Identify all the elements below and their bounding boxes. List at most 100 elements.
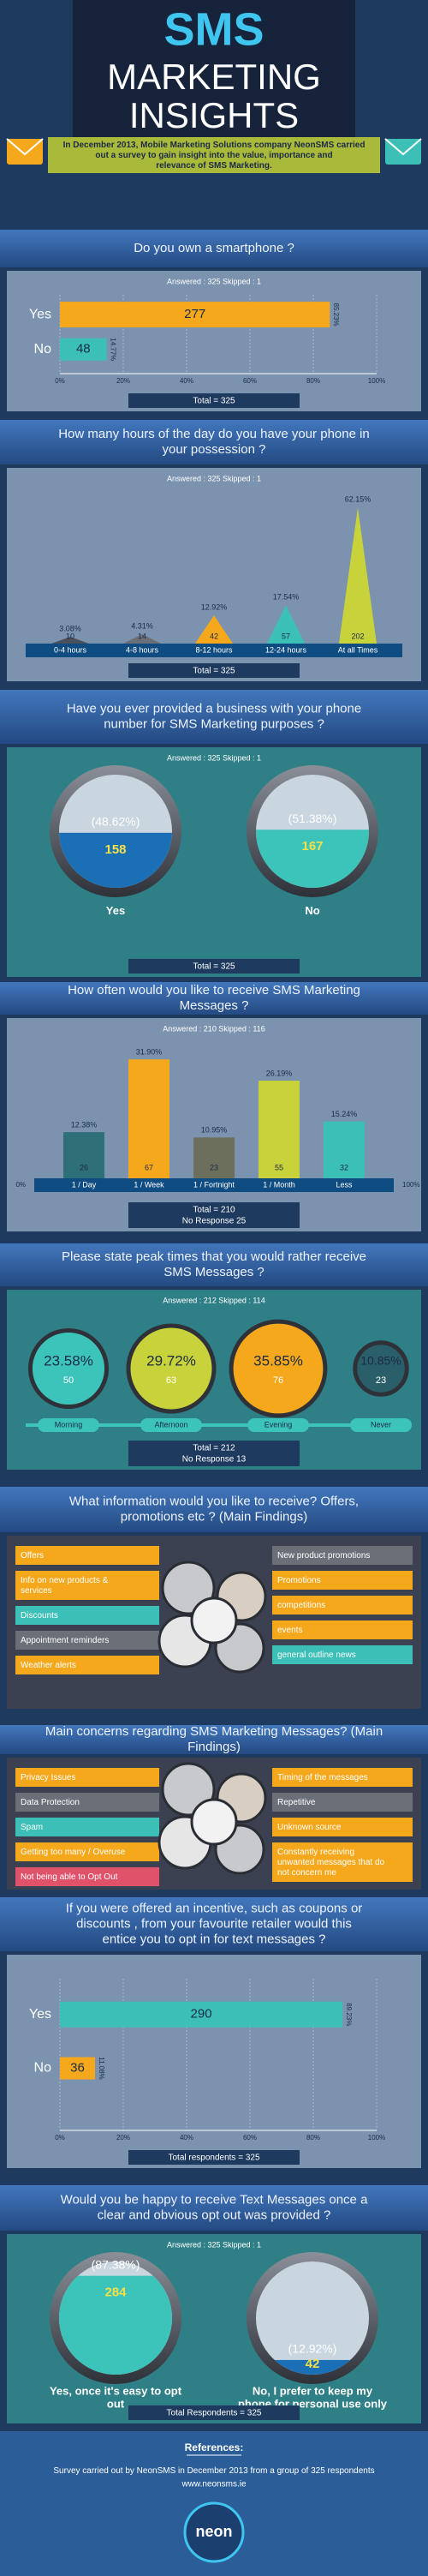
logo-circle (183, 2501, 245, 2563)
stats-label: Answered : 325 Skipped : 1 (167, 2240, 261, 2249)
category-label: 0-4 hours (54, 645, 87, 654)
total-strip (128, 959, 300, 973)
category-pill (350, 1418, 412, 1432)
section-title: Do you own a smartphone ? (134, 241, 294, 255)
section-title: Would you be happy to receive Text Messa… (61, 2192, 368, 2222)
item-label: Weather alerts (21, 1661, 76, 1670)
total-strip (128, 2150, 300, 2165)
percent-label: (51.38%) (288, 812, 337, 825)
gauge-fill (59, 2275, 172, 2375)
value-label: 202 (351, 632, 364, 640)
value-label: 10 (66, 632, 74, 640)
value-label: 50 (63, 1375, 74, 1386)
intro-text: In December 2013, Mobile Marketing Solut… (63, 141, 366, 171)
percent-label: 12.92% (201, 602, 228, 611)
item-label: Unknown source (277, 1823, 342, 1832)
percent-label: 35.85% (253, 1352, 303, 1369)
category-label: At all Times (338, 645, 378, 654)
item-box (15, 1656, 159, 1674)
x-tick-label: 40% (180, 377, 193, 385)
item-label: Promotions (277, 1576, 321, 1585)
cone (195, 615, 233, 644)
bar (60, 2001, 343, 2028)
item-label: Appointment reminders (21, 1636, 109, 1645)
item-box (272, 1793, 413, 1812)
title-bar (0, 690, 428, 744)
title-line: INSIGHTS (129, 95, 299, 135)
percent-label: (12.92%) (288, 2342, 337, 2356)
value-label: 167 (301, 839, 323, 854)
category-label: 8-12 hours (195, 645, 233, 654)
value-label: 42 (306, 2357, 320, 2371)
category-pill (247, 1418, 309, 1432)
bar (63, 1132, 104, 1178)
category-label: No (34, 342, 52, 356)
value-label: 290 (191, 2007, 212, 2022)
item-box (15, 1768, 159, 1787)
section-title: If you were offered an incentive, such a… (66, 1901, 363, 1946)
title-bar (0, 1243, 428, 1286)
item-box (272, 1768, 413, 1787)
x-tick-label: 80% (306, 2134, 320, 2142)
category-label: No (305, 904, 319, 917)
item-label: Constantly receiving unwanted messages th… (277, 1848, 385, 1878)
total-strip (128, 2405, 300, 2420)
section-title: What information would you like to recei… (69, 1494, 359, 1524)
x-tick-label: 60% (243, 377, 257, 385)
value-label: 36 (70, 2060, 85, 2075)
value-label: 23 (210, 1163, 218, 1171)
decor-circle (190, 1798, 238, 1846)
item-box (15, 1867, 159, 1886)
cone (123, 634, 161, 644)
references-heading: References: (185, 2441, 244, 2453)
stats-label: Answered : 210 Skipped : 116 (163, 1024, 265, 1033)
cone (339, 507, 377, 644)
category-label: Less (336, 1180, 353, 1189)
item-box (15, 1606, 159, 1625)
section-title: Please state peak times that you would r… (62, 1249, 366, 1279)
bar (259, 1081, 300, 1178)
total-strip (128, 663, 300, 678)
x-tick-label: 80% (306, 377, 320, 385)
percent-label: 29.72% (146, 1352, 196, 1369)
value-label: 26 (80, 1163, 88, 1171)
value-label: 14 (138, 632, 146, 640)
title-bar (0, 1897, 428, 1951)
x-tick-label: 60% (243, 2134, 257, 2142)
section-title: Have you ever provided a business with y… (67, 701, 361, 731)
percent-label: 17.54% (273, 593, 300, 602)
percent-label: 85.23% (332, 303, 340, 326)
value-label: 277 (184, 307, 205, 321)
title-line: MARKETING (107, 57, 321, 97)
item-box (15, 1842, 159, 1861)
references-url: www.neonsms.ie (181, 2480, 246, 2489)
category-label: Yes (29, 307, 51, 321)
bubble (126, 1323, 217, 1414)
total-label: Total = 325 (193, 667, 235, 676)
bubble (353, 1340, 409, 1397)
percent-label: (48.62%) (92, 815, 140, 829)
decor-circle (190, 1597, 238, 1644)
item-box (15, 1793, 159, 1812)
item-box (272, 1546, 413, 1565)
x-tick-label: 20% (116, 377, 130, 385)
percent-label: (87.38%) (92, 2257, 140, 2271)
total-strip (128, 1202, 300, 1228)
category-label: No (34, 2061, 52, 2076)
bar (60, 2057, 95, 2080)
x-tick-label: 20% (116, 2134, 130, 2142)
percent-label: 89.23% (345, 2003, 353, 2026)
section-title: How many hours of the day do you have yo… (58, 427, 370, 457)
gauge-back (256, 2261, 369, 2375)
item-label: Not being able to Opt Out (21, 1872, 118, 1882)
item-label: Getting too many / Overuse (21, 1848, 126, 1857)
percent-label: 26.19% (266, 1069, 293, 1077)
category-pill (140, 1418, 202, 1432)
item-label: Timing of the messages (277, 1773, 368, 1782)
cone (51, 637, 89, 644)
percent-label: 4.31% (131, 621, 153, 630)
logo-text: neon (196, 2523, 233, 2540)
category-label: Yes, once it's easy to opt out (50, 2385, 182, 2411)
axis-end-label: 0% (15, 1181, 26, 1189)
